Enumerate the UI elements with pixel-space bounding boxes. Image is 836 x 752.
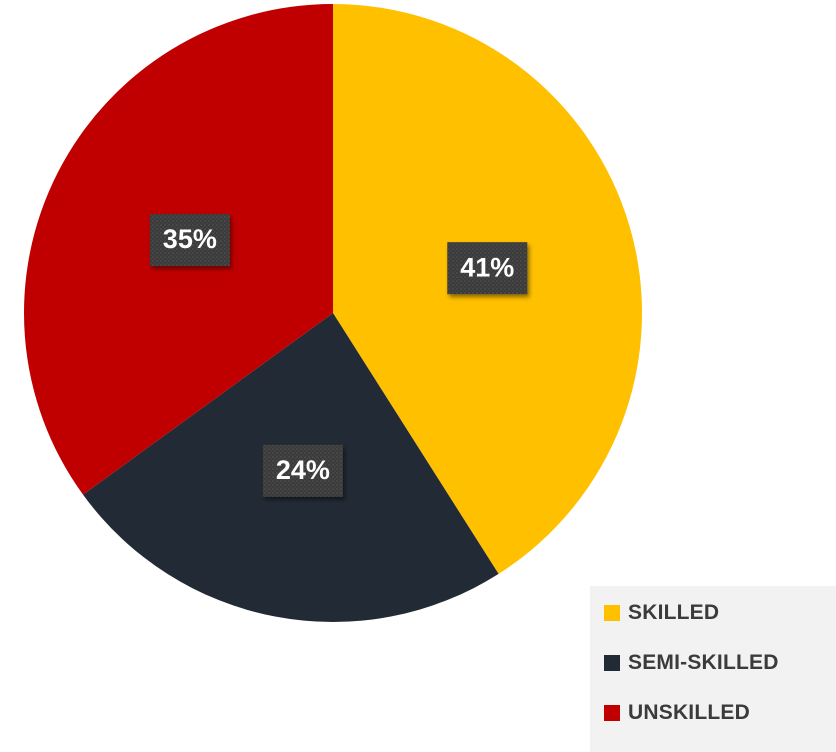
legend-label-skilled: SKILLED [628, 601, 720, 624]
data-label-unskilled: 35% [149, 214, 230, 267]
data-label-text-skilled: 41% [460, 252, 514, 282]
data-label-text-semi-skilled: 24% [276, 455, 330, 485]
legend-item-semi-skilled: SEMI-SKILLED [604, 650, 836, 676]
pie-slices [23, 4, 643, 622]
legend-swatch-skilled [604, 605, 620, 621]
data-label-box-semi-skilled [262, 444, 343, 497]
pie-data-labels: 41% 24% 35% [149, 214, 528, 497]
legend-label-semi-skilled: SEMI-SKILLED [628, 651, 779, 674]
legend: SKILLED SEMI-SKILLED UNSKILLED [590, 586, 836, 752]
legend-item-skilled: SKILLED [604, 600, 836, 626]
legend-swatch-semi-skilled [604, 655, 620, 671]
data-label-box-skilled [447, 242, 528, 295]
legend-item-unskilled: UNSKILLED [604, 700, 836, 726]
legend-swatch-unskilled [604, 705, 620, 721]
data-label-text-unskilled: 35% [163, 224, 217, 254]
data-label-semi-skilled: 24% [262, 444, 343, 497]
legend-label-unskilled: UNSKILLED [628, 701, 750, 724]
data-label-box-unskilled [149, 214, 230, 267]
data-label-skilled: 41% [447, 242, 528, 295]
